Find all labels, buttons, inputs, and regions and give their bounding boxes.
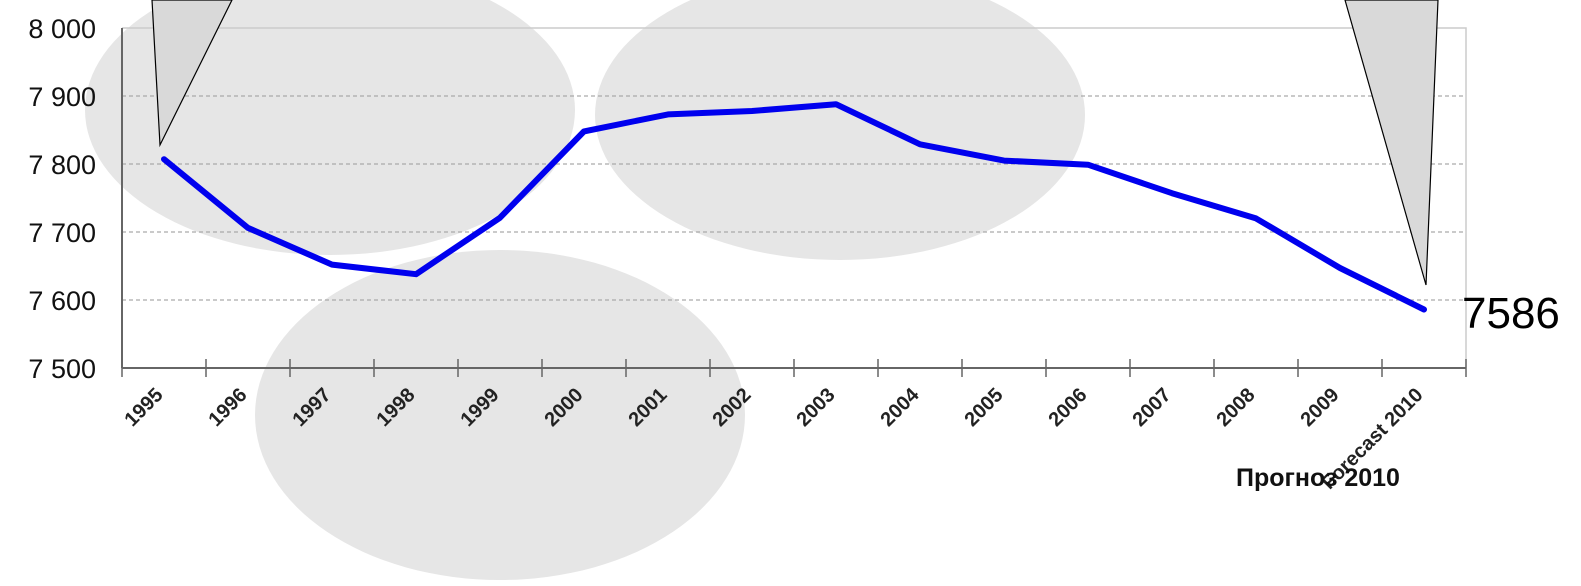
end-callout [1344, 0, 1439, 286]
x-tick-label: 2007 [1129, 384, 1176, 431]
background-blob [255, 250, 745, 580]
background-blob [595, 0, 1085, 260]
series-line [161, 101, 1427, 313]
data-point [1085, 162, 1091, 168]
y-tick-label: 7 500 [28, 354, 96, 384]
data-point [1001, 158, 1007, 164]
gridlines [122, 27, 1467, 368]
y-tick-label: 7 600 [28, 286, 96, 316]
x-tick-label: 2004 [877, 383, 925, 431]
x-tick-label: 2008 [1213, 384, 1260, 431]
axes [121, 28, 1467, 377]
y-tick-label: 8 000 [28, 14, 96, 44]
data-point [245, 225, 251, 231]
callouts [151, 0, 1439, 286]
y-tick-label: 7 900 [28, 82, 96, 112]
data-point [1169, 190, 1175, 196]
data-point [413, 271, 419, 277]
x-tick-label: 2005 [961, 384, 1008, 431]
x-tick-label: 2009 [1297, 384, 1344, 431]
data-point [329, 262, 335, 268]
data-point [1253, 215, 1259, 221]
y-tick-label: 7 800 [28, 150, 96, 180]
background-blobs [85, 0, 1085, 580]
data-point [497, 215, 503, 221]
data-point [917, 141, 923, 147]
data-point [1421, 307, 1427, 313]
data-point [161, 156, 167, 162]
data-point [833, 101, 839, 107]
data-point [1337, 265, 1343, 271]
x-tick-label: 1996 [205, 384, 252, 431]
series [161, 101, 1427, 313]
end-value-label: 7586 [1462, 289, 1560, 338]
data-point [749, 108, 755, 114]
data-point [581, 128, 587, 134]
plot-frame [122, 27, 1467, 368]
x-tick-label: 2006 [1045, 384, 1092, 431]
y-tick-labels: 8 000 7 900 7 800 7 700 7 600 7 500 [28, 14, 96, 384]
x-tick-label: 1995 [121, 384, 168, 431]
start-callout [151, 0, 233, 148]
forecast-caption: Прогноз 2010 [1236, 464, 1400, 492]
data-point [665, 111, 671, 117]
x-tick-label: 2003 [793, 384, 840, 431]
y-tick-label: 7 700 [28, 218, 96, 248]
